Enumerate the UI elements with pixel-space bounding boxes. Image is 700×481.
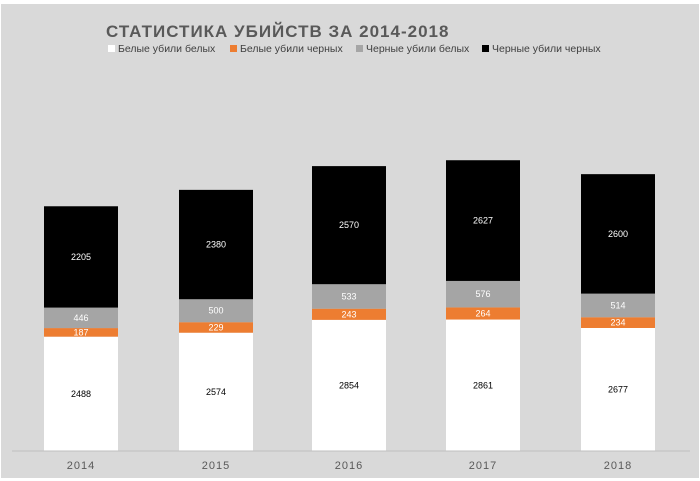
x-tick-label-2018: 2018 — [604, 460, 632, 472]
data-label-2015-series-2: 229 — [208, 322, 223, 332]
legend-label-4: Черные убили черных — [492, 43, 601, 55]
bar-segment-2017-series-3 — [446, 280, 520, 308]
bar-segment-2015-series-1 — [179, 332, 253, 451]
x-tick-label-2016: 2016 — [335, 460, 363, 472]
data-label-2018-series-3: 514 — [610, 300, 625, 310]
bar-segment-2018-series-2 — [581, 317, 655, 328]
chart-title: СТАТИСТИКА УБИЙСТВ ЗА 2014-2018 — [106, 22, 449, 41]
bar-segment-2014-series-2 — [44, 328, 118, 337]
bars: 2488 187 446 2205 2574 229 500 2380 2854 243 533 25… — [44, 160, 655, 451]
data-label-2018-series-4: 2600 — [608, 229, 628, 239]
bar-segment-2016-series-2 — [312, 308, 386, 320]
bar-segment-2018-series-3 — [581, 293, 655, 318]
data-label-2014-series-3: 446 — [73, 313, 88, 323]
data-label-2017-series-3: 576 — [475, 289, 490, 299]
legend-swatch-1 — [108, 45, 115, 52]
legend-label-3: Черные убили белых — [366, 43, 470, 55]
bar-segment-2017-series-1 — [446, 319, 520, 451]
x-tick-label-2017: 2017 — [469, 460, 497, 472]
x-tick-label-2015: 2015 — [202, 460, 230, 472]
bar-segment-2014-series-1 — [44, 336, 118, 451]
data-label-2018-series-1: 2677 — [608, 384, 628, 394]
bar-segment-2016-series-4 — [312, 166, 386, 285]
data-label-2016-series-4: 2570 — [339, 220, 359, 230]
bar-segment-2018-series-4 — [581, 174, 655, 294]
data-label-2017-series-4: 2627 — [473, 216, 493, 226]
x-tick-label-2014: 2014 — [67, 460, 95, 472]
data-label-2014-series-1: 2488 — [71, 389, 91, 399]
bar-segment-2017-series-2 — [446, 307, 520, 320]
bar-segment-2014-series-4 — [44, 206, 118, 308]
legend: Белые убили белых Белые убили черных Черны… — [108, 43, 601, 55]
legend-label-1: Белые убили белых — [118, 43, 216, 55]
legend-swatch-3 — [356, 45, 363, 52]
bar-segment-2016-series-1 — [312, 319, 386, 451]
data-label-2016-series-3: 533 — [341, 291, 356, 301]
data-label-2017-series-2: 264 — [475, 308, 490, 318]
legend-swatch-2 — [230, 45, 237, 52]
data-label-2018-series-2: 234 — [610, 318, 625, 328]
bar-segment-2016-series-3 — [312, 284, 386, 309]
legend-swatch-4 — [482, 45, 489, 52]
bar-segment-2015-series-3 — [179, 299, 253, 323]
data-label-2014-series-4: 2205 — [71, 252, 91, 262]
data-label-2016-series-1: 2854 — [339, 380, 359, 390]
legend-label-2: Белые убили черных — [240, 43, 343, 55]
data-label-2014-series-2: 187 — [73, 327, 88, 337]
data-label-2016-series-2: 243 — [341, 309, 356, 319]
bar-segment-2015-series-4 — [179, 189, 253, 300]
x-axis-tick-labels: 2014 2015 2016 2017 2018 — [67, 460, 632, 472]
bar-segment-2015-series-2 — [179, 322, 253, 333]
bar-segment-2014-series-3 — [44, 307, 118, 329]
data-label-2017-series-1: 2861 — [473, 380, 493, 390]
data-label-2015-series-1: 2574 — [206, 387, 226, 397]
bar-segment-2018-series-1 — [581, 327, 655, 451]
data-label-2015-series-4: 2380 — [206, 240, 226, 250]
data-label-2015-series-3: 500 — [208, 306, 223, 316]
bar-segment-2017-series-4 — [446, 160, 520, 281]
